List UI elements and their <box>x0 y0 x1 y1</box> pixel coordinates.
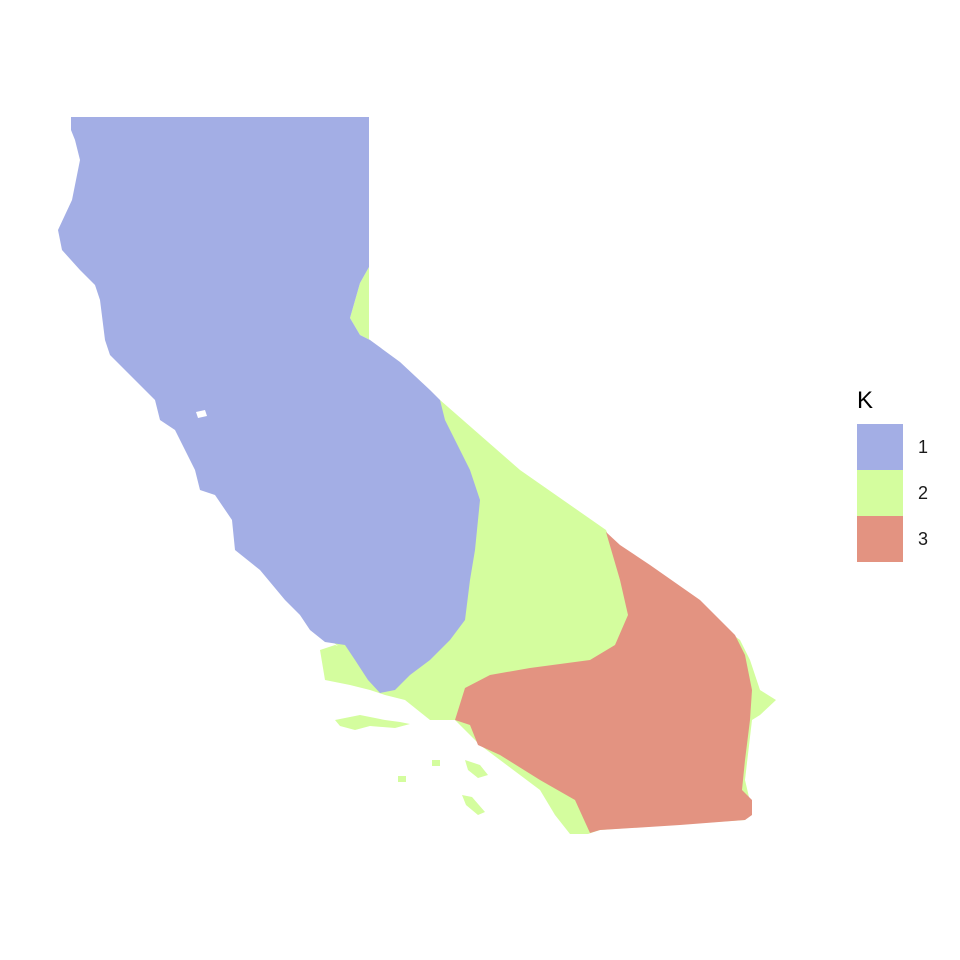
legend-item-2: 2 <box>856 470 956 516</box>
island <box>335 715 410 730</box>
region-cluster-3 <box>455 532 752 833</box>
legend-label-1: 1 <box>918 437 929 457</box>
legend-swatch-2 <box>857 470 903 516</box>
legend-item-3: 3 <box>856 516 956 562</box>
map-legend: K 1 2 3 <box>856 384 956 562</box>
legend-item-1: 1 <box>856 424 956 470</box>
legend-swatch-3 <box>857 516 903 562</box>
region-cluster-1 <box>58 117 480 693</box>
lake <box>196 410 207 418</box>
island <box>398 776 406 782</box>
legend-label-3: 3 <box>918 529 929 549</box>
legend-swatch-1 <box>857 424 903 470</box>
island <box>432 760 440 766</box>
legend-label-2: 2 <box>918 483 929 503</box>
legend-title: K <box>857 387 874 414</box>
island <box>462 795 485 815</box>
island <box>465 760 488 778</box>
